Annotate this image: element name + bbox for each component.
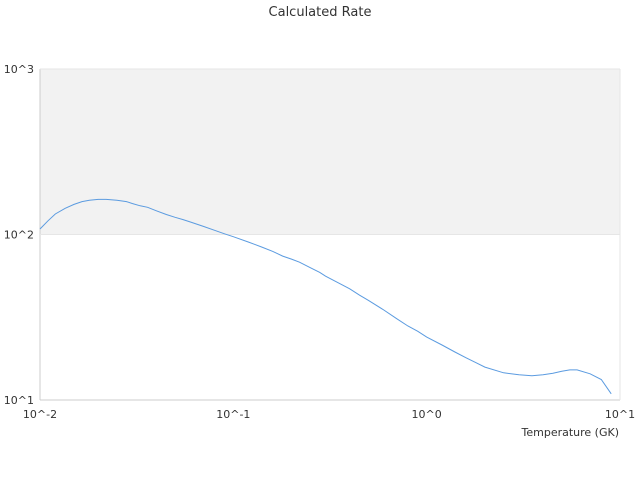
y-tick-label-0: 10^1 xyxy=(4,394,34,407)
x-tick-label-2: 10^0 xyxy=(412,408,442,421)
chart-title: Calculated Rate xyxy=(269,5,372,20)
y-tick-label-1: 10^2 xyxy=(4,229,34,242)
x-tick-label-0: 10^-2 xyxy=(23,408,57,421)
y-tick-label-2: 10^3 xyxy=(4,63,34,76)
rate-series-line-0 xyxy=(39,198,612,395)
shaded-band xyxy=(40,69,620,235)
x-axis-label: Temperature (GK) xyxy=(521,426,620,439)
x-tick-label-3: 10^1 xyxy=(605,408,635,421)
x-tick-label-1: 10^-1 xyxy=(216,408,250,421)
